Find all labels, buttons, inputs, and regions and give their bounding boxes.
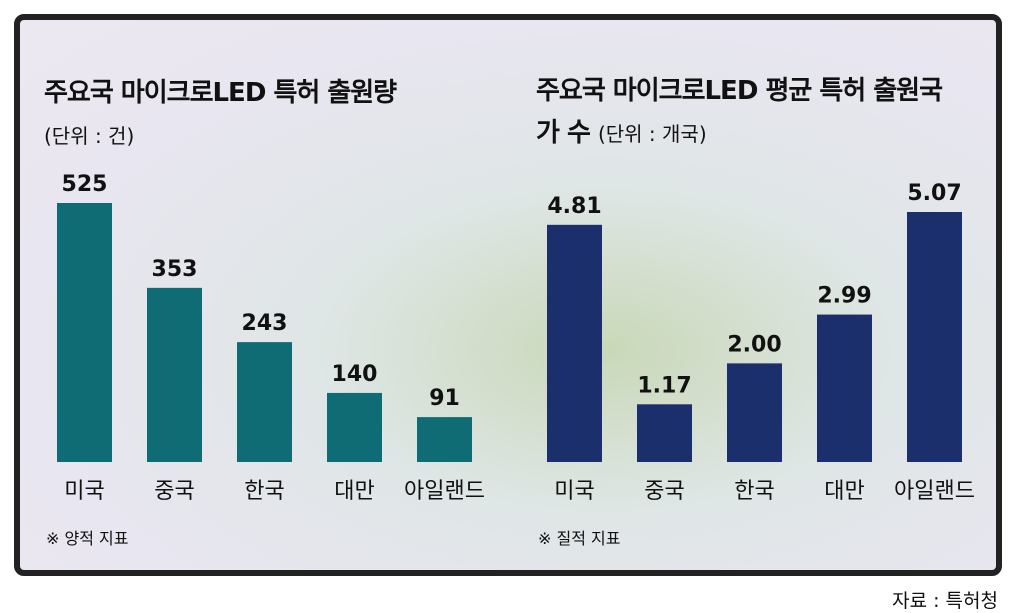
value-label: 4.81	[547, 194, 601, 219]
category-label: 미국	[554, 479, 594, 504]
bar	[417, 417, 472, 462]
bar	[147, 287, 202, 462]
category-label: 대만	[824, 479, 864, 504]
value-label: 243	[242, 311, 288, 336]
category-label: 한국	[244, 479, 284, 504]
chart-title: 주요국 마이크로LED 특허 출원량 (단위 : 건)	[44, 72, 504, 157]
value-label: 525	[62, 172, 108, 197]
bar	[727, 363, 782, 462]
bar	[907, 212, 962, 462]
category-label: 대만	[334, 479, 374, 504]
source: 자료 : 특허청	[892, 590, 998, 612]
bar	[237, 342, 292, 462]
category-label: 미국	[64, 479, 104, 504]
title-text: 주요국 마이크로LED 평균 특허 출원국가 수	[536, 76, 943, 148]
unit: (단위 : 건)	[44, 124, 135, 148]
note: ※ 양적 지표	[46, 529, 128, 548]
unit: (단위 : 개국)	[597, 122, 707, 146]
category-label: 아일랜드	[894, 479, 975, 504]
category-label: 한국	[734, 479, 774, 504]
bar	[637, 404, 692, 462]
value-label: 2.00	[727, 332, 781, 357]
value-label: 91	[429, 386, 460, 411]
value-label: 5.07	[907, 181, 961, 206]
category-label: 중국	[154, 479, 194, 504]
chart-title: 주요국 마이크로LED 평균 특허 출원국가 수 (단위 : 개국)	[536, 70, 956, 155]
category-label: 아일랜드	[404, 479, 485, 504]
value-label: 353	[152, 257, 198, 282]
value-label: 2.99	[817, 284, 871, 309]
bar	[547, 224, 602, 462]
bar	[817, 314, 872, 462]
value-label: 1.17	[637, 373, 691, 398]
bar	[327, 392, 382, 462]
value-label: 140	[332, 362, 378, 387]
category-label: 중국	[644, 479, 684, 504]
bar	[57, 203, 112, 462]
title-text: 주요국 마이크로LED 특허 출원량	[44, 78, 397, 108]
note: ※ 질적 지표	[538, 529, 620, 548]
